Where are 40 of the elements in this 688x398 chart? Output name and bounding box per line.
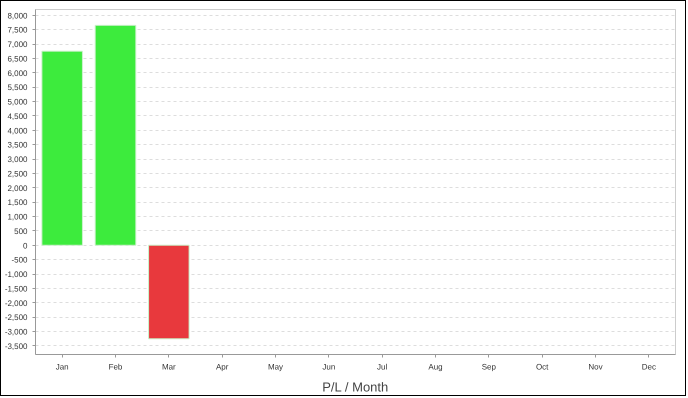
y-tick-label: 2,500 [7, 169, 28, 178]
y-tick-label: 2,000 [7, 184, 28, 193]
y-tick-label: 1,500 [7, 198, 28, 208]
x-tick-label: Apr [216, 362, 229, 372]
y-tick-label: 500 [14, 226, 28, 236]
y-tick-label: 7,000 [7, 40, 28, 49]
x-tick-label: Feb [108, 362, 123, 372]
x-tick-label: Aug [428, 362, 443, 372]
y-tick-label: -2,500 [4, 313, 28, 322]
y-tick-label: 4,000 [7, 126, 28, 136]
y-tick-label: 7,500 [7, 26, 28, 35]
y-tick-label: 0 [23, 241, 28, 250]
x-tick-label: Sep [482, 362, 496, 372]
y-tick-label: -500 [11, 256, 28, 265]
y-tick-label: 3,500 [7, 140, 28, 150]
x-tick-label: Oct [536, 362, 550, 372]
y-tick-label: -3,000 [4, 328, 28, 336]
bar [41, 50, 83, 246]
y-tick-label: -1,500 [4, 284, 28, 294]
bar [148, 244, 190, 340]
x-tick-label: Jul [377, 362, 388, 372]
y-tick-label: 5,000 [7, 98, 28, 106]
y-tick-label: 4,500 [7, 112, 28, 121]
y-tick-label: 1,000 [7, 212, 28, 222]
y-tick-label: -2,000 [4, 298, 28, 308]
y-tick-label: 6,000 [7, 68, 28, 78]
y-tick-label: -1,000 [4, 270, 28, 279]
x-tick-label: Dec [642, 362, 656, 372]
x-tick-label: Jan [56, 362, 69, 372]
bar [94, 24, 136, 246]
x-tick-label: May [268, 362, 284, 372]
y-tick-label: 6,500 [7, 54, 28, 64]
y-tick-label: -3,500 [4, 342, 28, 351]
x-tick-label: Jun [322, 362, 336, 372]
x-tick-label: Mar [162, 362, 176, 372]
y-tick-label: 8,000 [7, 11, 28, 20]
x-tick-label: Nov [588, 362, 603, 372]
x-axis-title: P/L / Month [322, 380, 388, 394]
y-tick-label: 5,500 [7, 83, 28, 92]
y-tick-label: 3,000 [7, 155, 28, 164]
